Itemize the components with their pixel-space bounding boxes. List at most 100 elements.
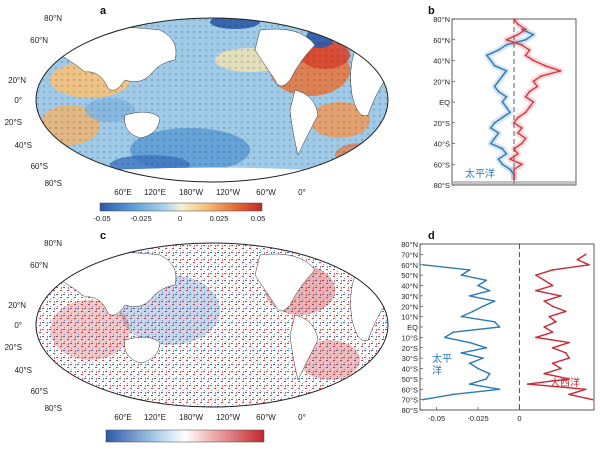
series-point-1 xyxy=(543,372,546,375)
series-point-1 xyxy=(568,357,570,359)
series-point-1 xyxy=(517,116,519,119)
series-point-0 xyxy=(489,127,492,129)
series-point-0 xyxy=(489,142,492,145)
cbar-a-tick-4: 0.05 xyxy=(251,214,266,223)
map-axis-labels: 80°N 60°N 20°N 0° 20°S 40°S 60°S 80°S 60°E 120°E 1… xyxy=(5,14,306,422)
series-point-0 xyxy=(501,147,504,150)
series-point-1 xyxy=(517,23,519,26)
lat-label-0-6: 60°S xyxy=(31,162,48,171)
series-point-0 xyxy=(493,64,496,67)
ytick-label: 50°S xyxy=(402,375,418,384)
series-point-1 xyxy=(535,289,537,292)
series-point-0 xyxy=(505,70,508,72)
lon-label-0-0: 60°E xyxy=(114,188,131,197)
series-point-0 xyxy=(477,284,479,287)
series-point-0 xyxy=(477,367,479,370)
ytick-label: 30°N xyxy=(401,292,418,301)
series-point-1 xyxy=(517,33,519,36)
series-point-1 xyxy=(551,362,554,365)
lat-label-1-2: 20°N xyxy=(8,301,26,310)
series-point-0 xyxy=(501,75,504,77)
series-point-0 xyxy=(498,388,501,391)
series-point-1 xyxy=(528,49,531,51)
series-point-0 xyxy=(488,289,491,292)
series-point-1 xyxy=(584,253,587,256)
series-point-1 xyxy=(513,18,515,20)
series-point-1 xyxy=(588,263,590,266)
xtick-label: 0 xyxy=(517,414,521,423)
series-point-0 xyxy=(422,263,425,266)
series-point-0 xyxy=(472,310,474,313)
series-point-1 xyxy=(526,383,529,385)
series-point-1 xyxy=(520,163,523,166)
series-point-0 xyxy=(505,153,508,155)
series-point-0 xyxy=(497,90,500,93)
series-point-0 xyxy=(493,300,496,302)
cbar-a-tick-2: 0 xyxy=(178,214,182,223)
series-point-1 xyxy=(513,168,515,171)
lat-label-0-5: 40°S xyxy=(15,141,32,150)
lon-label-1-5: 0° xyxy=(298,413,306,422)
ytick-label: 40°S xyxy=(402,365,418,374)
series-point-1 xyxy=(560,295,562,297)
series-name-label-0: 太平洋 xyxy=(465,167,495,180)
series-point-0 xyxy=(493,137,496,140)
series-point-1 xyxy=(543,300,546,302)
series-name-label-1: 大西洋 xyxy=(550,376,580,389)
lat-label-1-3: 0° xyxy=(14,321,22,330)
baseline-band xyxy=(452,181,576,185)
series-point-0 xyxy=(493,121,496,124)
ytick-label: 50°N xyxy=(401,271,418,280)
series-point-1 xyxy=(524,28,527,31)
series-point-1 xyxy=(564,352,567,354)
ytick-label: 10°S xyxy=(402,333,418,342)
panel-label-a: a xyxy=(100,5,107,17)
series-point-1 xyxy=(524,54,527,57)
series-point-0 xyxy=(505,106,508,109)
series-point-1 xyxy=(524,95,527,98)
series-point-1 xyxy=(517,132,519,135)
series-point-0 xyxy=(468,295,471,297)
series-point-0 xyxy=(460,352,463,354)
lat-label-0-7: 80°S xyxy=(45,179,62,188)
series-point-0 xyxy=(468,383,471,385)
lon-label-1-2: 180°W xyxy=(179,413,204,422)
series-point-0 xyxy=(501,116,504,119)
series-point-0 xyxy=(532,33,535,36)
series-point-0 xyxy=(485,279,488,282)
series-point-0 xyxy=(444,336,446,339)
series-point-1 xyxy=(591,398,594,401)
cbar-a-tick-3: 0.025 xyxy=(210,214,229,223)
series-point-1 xyxy=(513,178,515,181)
series-point-0 xyxy=(497,132,500,135)
series-line-0 xyxy=(486,28,535,180)
series-point-1 xyxy=(551,346,554,349)
series-point-1 xyxy=(520,142,523,145)
series-point-1 xyxy=(513,121,515,124)
series-point-0 xyxy=(488,372,491,375)
ytick-label: EQ xyxy=(439,98,450,107)
lon-label-0-1: 120°E xyxy=(144,188,166,197)
lat-label-1-4: 20°S xyxy=(5,343,22,352)
series-point-0 xyxy=(485,378,488,380)
colorbar-c xyxy=(105,429,265,443)
series-point-0 xyxy=(509,168,511,171)
series-point-1 xyxy=(528,90,531,93)
series-point-1 xyxy=(559,70,562,72)
series-point-0 xyxy=(468,362,471,365)
series-point-1 xyxy=(513,173,515,176)
ytick-label: 20°S xyxy=(434,119,450,128)
lon-label-0-4: 60°W xyxy=(256,188,276,197)
series-point-0 xyxy=(505,44,508,46)
series-point-0 xyxy=(482,357,484,359)
ytick-label: 80°N xyxy=(433,15,450,24)
series-point-0 xyxy=(505,95,508,98)
series-point-1 xyxy=(551,331,554,334)
ytick-label: 60°S xyxy=(434,160,450,169)
series-point-0 xyxy=(489,59,492,62)
series-point-0 xyxy=(460,315,463,318)
series-point-1 xyxy=(551,269,554,271)
ytick-label: 40°N xyxy=(401,282,418,291)
